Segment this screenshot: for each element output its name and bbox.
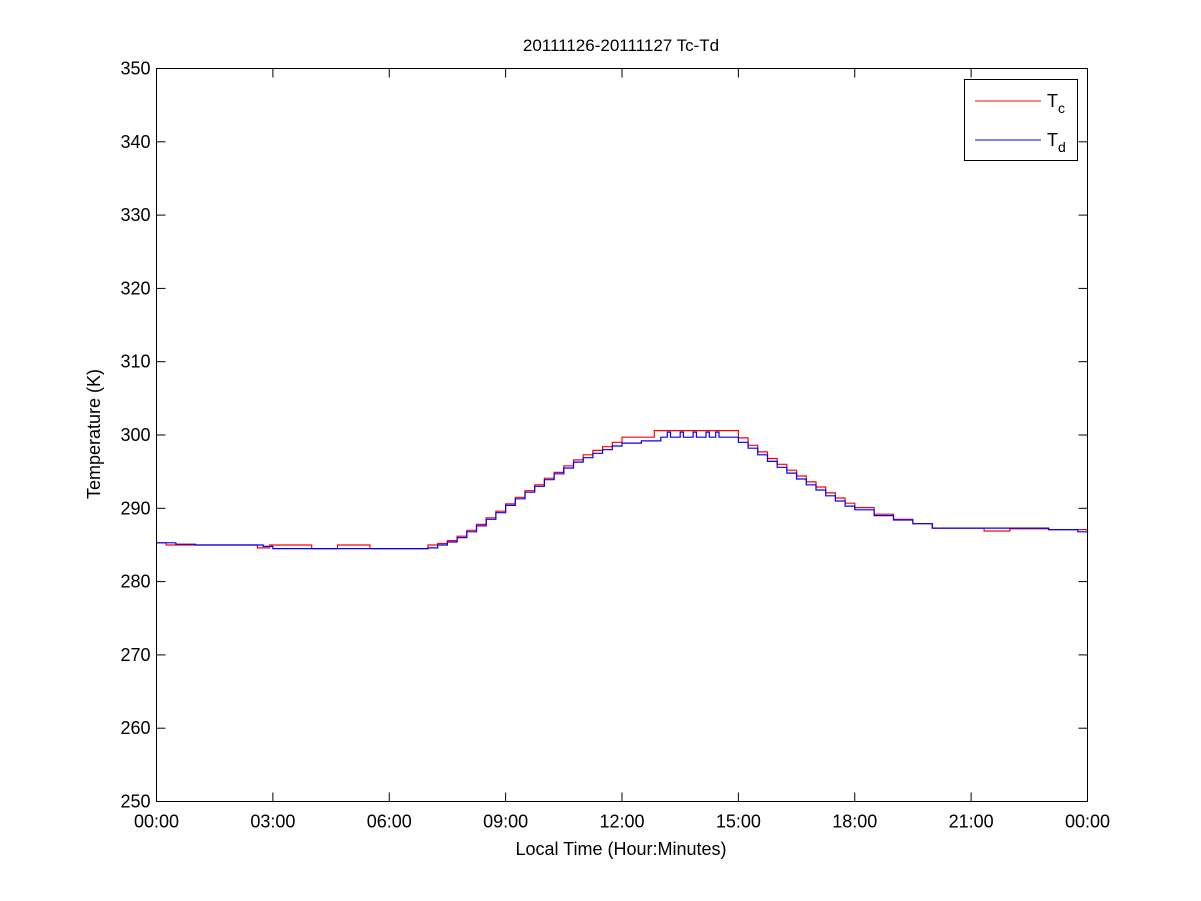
- y-tick-label: 300: [120, 425, 150, 445]
- x-tick-label: 15:00: [716, 812, 761, 832]
- x-tick-label: 09:00: [483, 812, 528, 832]
- series-layer: [156, 430, 1089, 550]
- x-axis-label: Local Time (Hour:Minutes): [515, 839, 726, 859]
- legend-label-td: Td: [1047, 130, 1066, 155]
- axis-ticks: 250 260 270 280 290 300 310 320 330 340 350 00:00 03…: [120, 59, 1110, 832]
- y-tick-label: 330: [120, 205, 150, 225]
- x-tick-label: 00:00: [134, 812, 179, 832]
- series-line-td: [156, 431, 1089, 550]
- x-tick-label: 12:00: [599, 812, 644, 832]
- y-axis-label: Temperature (K): [84, 369, 104, 499]
- x-tick-label: 03:00: [250, 812, 295, 832]
- legend-label-tc: Tc: [1047, 91, 1065, 116]
- chart-title: 20111126-20111127 Tc-Td: [523, 36, 719, 55]
- x-tick-label: 21:00: [949, 812, 994, 832]
- x-tick-label: 00:00: [1065, 812, 1110, 832]
- y-tick-label: 270: [120, 645, 150, 665]
- y-tick-label: 310: [120, 352, 150, 372]
- x-tick-label: 18:00: [832, 812, 877, 832]
- legend-box: [964, 79, 1078, 161]
- y-tick-label: 280: [120, 572, 150, 592]
- y-tick-label: 320: [120, 278, 150, 298]
- y-tick-label: 340: [120, 132, 150, 152]
- y-tick-label: 350: [120, 59, 150, 79]
- y-tick-label: 290: [120, 498, 150, 518]
- series-line-tc: [156, 430, 1089, 550]
- y-tick-label: 260: [120, 718, 150, 738]
- y-tick-label: 250: [120, 792, 150, 812]
- legend: Tc Td: [964, 79, 1078, 161]
- x-tick-label: 06:00: [367, 812, 412, 832]
